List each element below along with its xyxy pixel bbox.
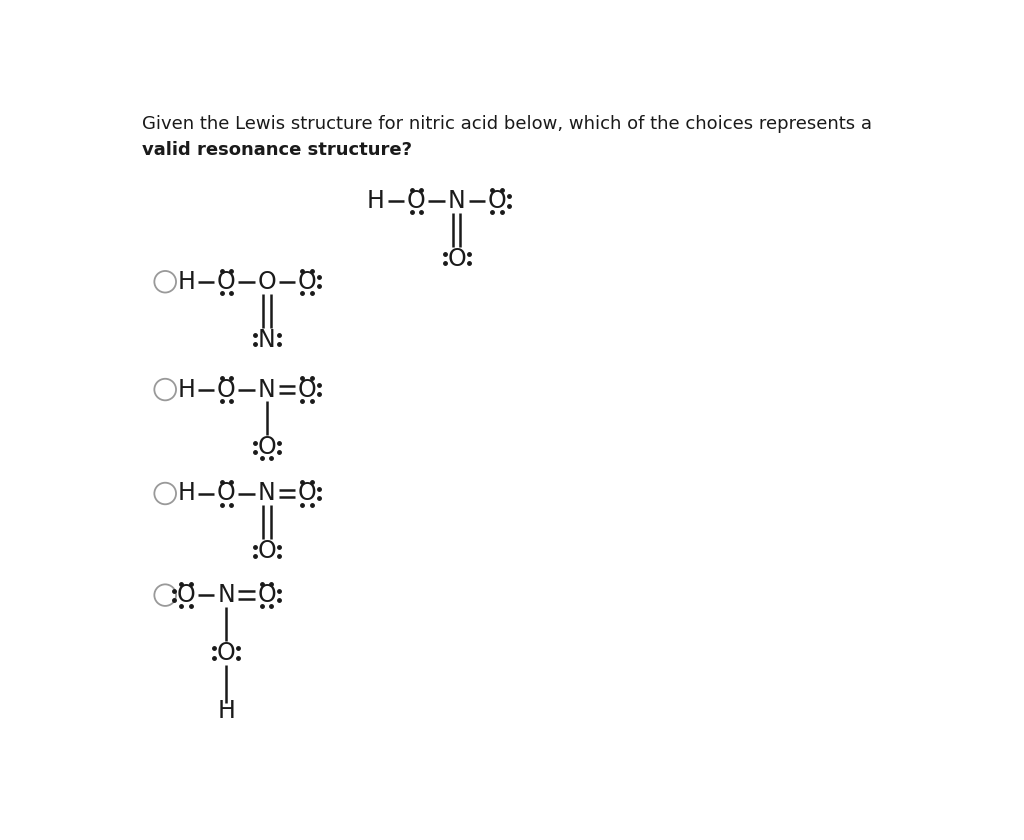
- Text: N: N: [258, 481, 275, 506]
- Text: H: H: [217, 699, 236, 722]
- Text: H: H: [177, 270, 195, 294]
- Text: O: O: [217, 481, 236, 506]
- Text: N: N: [217, 583, 236, 607]
- Text: H: H: [367, 189, 385, 213]
- Text: O: O: [177, 583, 196, 607]
- Text: O: O: [447, 247, 466, 270]
- Text: N: N: [258, 377, 275, 402]
- Text: H: H: [177, 481, 195, 506]
- Text: O: O: [487, 189, 506, 213]
- Text: N: N: [258, 328, 275, 351]
- Text: O: O: [257, 539, 276, 564]
- Text: O: O: [298, 270, 316, 294]
- Text: O: O: [217, 377, 236, 402]
- Text: valid resonance structure?: valid resonance structure?: [142, 141, 412, 159]
- Text: O: O: [257, 435, 276, 459]
- Text: O: O: [257, 583, 276, 607]
- Text: Given the Lewis structure for nitric acid below, which of the choices represents: Given the Lewis structure for nitric aci…: [142, 114, 872, 133]
- Text: H: H: [177, 377, 195, 402]
- Text: O: O: [217, 641, 236, 665]
- Text: N: N: [447, 189, 466, 213]
- Text: O: O: [217, 270, 236, 294]
- Text: O: O: [407, 189, 426, 213]
- Text: O: O: [257, 270, 276, 294]
- Text: O: O: [298, 377, 316, 402]
- Text: O: O: [298, 481, 316, 506]
